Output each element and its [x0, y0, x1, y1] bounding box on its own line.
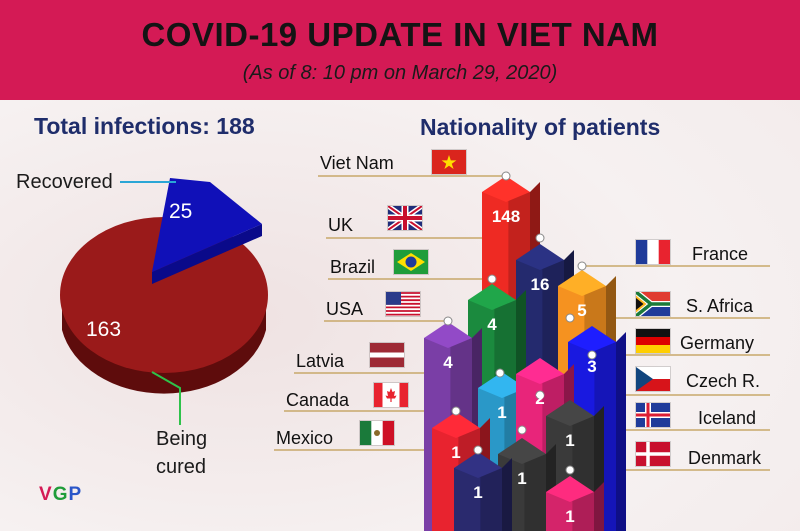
- bar-value-label-iceland: 1: [517, 469, 526, 488]
- france-flag-icon: [636, 240, 670, 264]
- bar-top-uk: [516, 244, 564, 270]
- bar-dot-germany: [587, 350, 597, 360]
- bar-dot-iceland: [517, 425, 527, 435]
- bar-shade-mexico: [480, 468, 502, 531]
- bar-top-mexico: [454, 452, 502, 478]
- category-label-s-africa: S. Africa: [686, 296, 754, 316]
- bar-dot-brazil: [487, 274, 497, 284]
- bar-shade-iceland: [524, 454, 546, 531]
- bar-value-label-uk: 16: [531, 275, 550, 294]
- bar-top-brazil: [468, 284, 516, 310]
- bar-value-label-viet-nam: 148: [492, 207, 520, 226]
- bar-dot-france: [577, 261, 587, 271]
- bar-top-france: [558, 270, 606, 296]
- bar-top-s-africa: [546, 400, 594, 426]
- bar-dot-denmark: [565, 465, 575, 475]
- vgp-logo: VGP: [39, 484, 83, 505]
- page-title: COVID-19 UPDATE IN VIET NAM: [141, 16, 659, 53]
- bar-top-denmark: [546, 476, 594, 502]
- bar-dot-usa: [443, 316, 453, 326]
- category-label-uk: UK: [328, 215, 354, 235]
- latvia-flag-icon: [370, 343, 404, 367]
- iceland-flag-icon: [636, 403, 670, 427]
- header-banner: [0, 0, 800, 100]
- category-label-denmark: Denmark: [688, 448, 762, 468]
- czech-flag-icon: [636, 367, 670, 391]
- pie-slice-recovered-side: [152, 224, 262, 284]
- nationality-heading: Nationality of patients: [420, 114, 661, 140]
- bar-top-latvia: [478, 372, 526, 398]
- bar-value-label-czech-r: 2: [535, 389, 544, 408]
- uk-flag-icon: [388, 206, 422, 230]
- category-label-mexico: Mexico: [276, 428, 334, 448]
- germany-flag-icon: [636, 329, 670, 353]
- pie-slice-recovered: [152, 178, 262, 272]
- total-infections-heading: Total infections: 188: [34, 113, 255, 139]
- bar-shade-denmark: [572, 492, 594, 531]
- canada-flag-icon: [374, 383, 408, 407]
- category-label-france: France: [692, 244, 749, 264]
- category-label-iceland: Iceland: [698, 408, 757, 428]
- bar-dot-uk: [535, 233, 545, 243]
- denmark-flag-icon: [636, 442, 670, 466]
- usa-flag-icon: [386, 292, 420, 316]
- bar-dot-viet-nam: [501, 171, 511, 181]
- bar-value-label-denmark: 1: [565, 507, 574, 526]
- being-cured-leader-line: [151, 371, 181, 425]
- vietnam-flag-icon: [432, 150, 466, 174]
- bar-value-label-latvia: 1: [497, 403, 506, 422]
- bar-value-label-germany: 3: [587, 357, 596, 376]
- brazil-flag-icon: [394, 250, 428, 274]
- pie-side-being-cured: [62, 290, 266, 394]
- bar-dot-latvia: [495, 368, 505, 378]
- bar-dot-mexico: [473, 445, 483, 455]
- bar-value-label-usa: 4: [443, 353, 453, 372]
- recovered-label: Recovered: [16, 171, 113, 193]
- bar-dot-czech-r: [535, 390, 545, 400]
- bar-value-label-brazil: 4: [487, 315, 497, 334]
- bar-value-label-s-africa: 1: [565, 431, 574, 450]
- bar-value-label-canada: 1: [451, 443, 460, 462]
- mexico-flag-icon: [360, 421, 394, 445]
- bar-value-label-mexico: 1: [473, 483, 482, 502]
- being-cured-label-line2: cured: [156, 456, 207, 478]
- bar-top-czech-r: [516, 358, 564, 384]
- bar-dot-canada: [451, 406, 461, 416]
- category-label-latvia: Latvia: [296, 351, 345, 371]
- category-label-usa: USA: [326, 299, 364, 319]
- bar-top-iceland: [498, 438, 546, 464]
- being-cured-value: 163: [86, 318, 122, 341]
- bar-side-denmark: [594, 482, 604, 531]
- category-label-germany: Germany: [680, 333, 755, 353]
- bar-top-canada: [432, 412, 480, 438]
- bar-side-germany: [616, 332, 626, 531]
- bar-top-usa: [424, 322, 472, 348]
- category-label-czech-r: Czech R.: [686, 371, 761, 391]
- bar-top-germany: [568, 326, 616, 352]
- bar-top-viet-nam: [482, 176, 530, 202]
- category-label-viet-nam: Viet Nam: [320, 153, 394, 173]
- bar-side-mexico: [502, 458, 512, 531]
- bar-dot-s-africa: [565, 313, 575, 323]
- being-cured-label-line1: Being: [156, 428, 208, 450]
- page-subtitle: (As of 8: 10 pm on March 29, 2020): [242, 62, 558, 84]
- south-africa-flag-icon: [636, 292, 670, 316]
- category-label-canada: Canada: [286, 390, 350, 410]
- recovered-value: 25: [169, 200, 193, 223]
- category-label-brazil: Brazil: [330, 257, 376, 277]
- bar-value-label-france: 5: [577, 301, 586, 320]
